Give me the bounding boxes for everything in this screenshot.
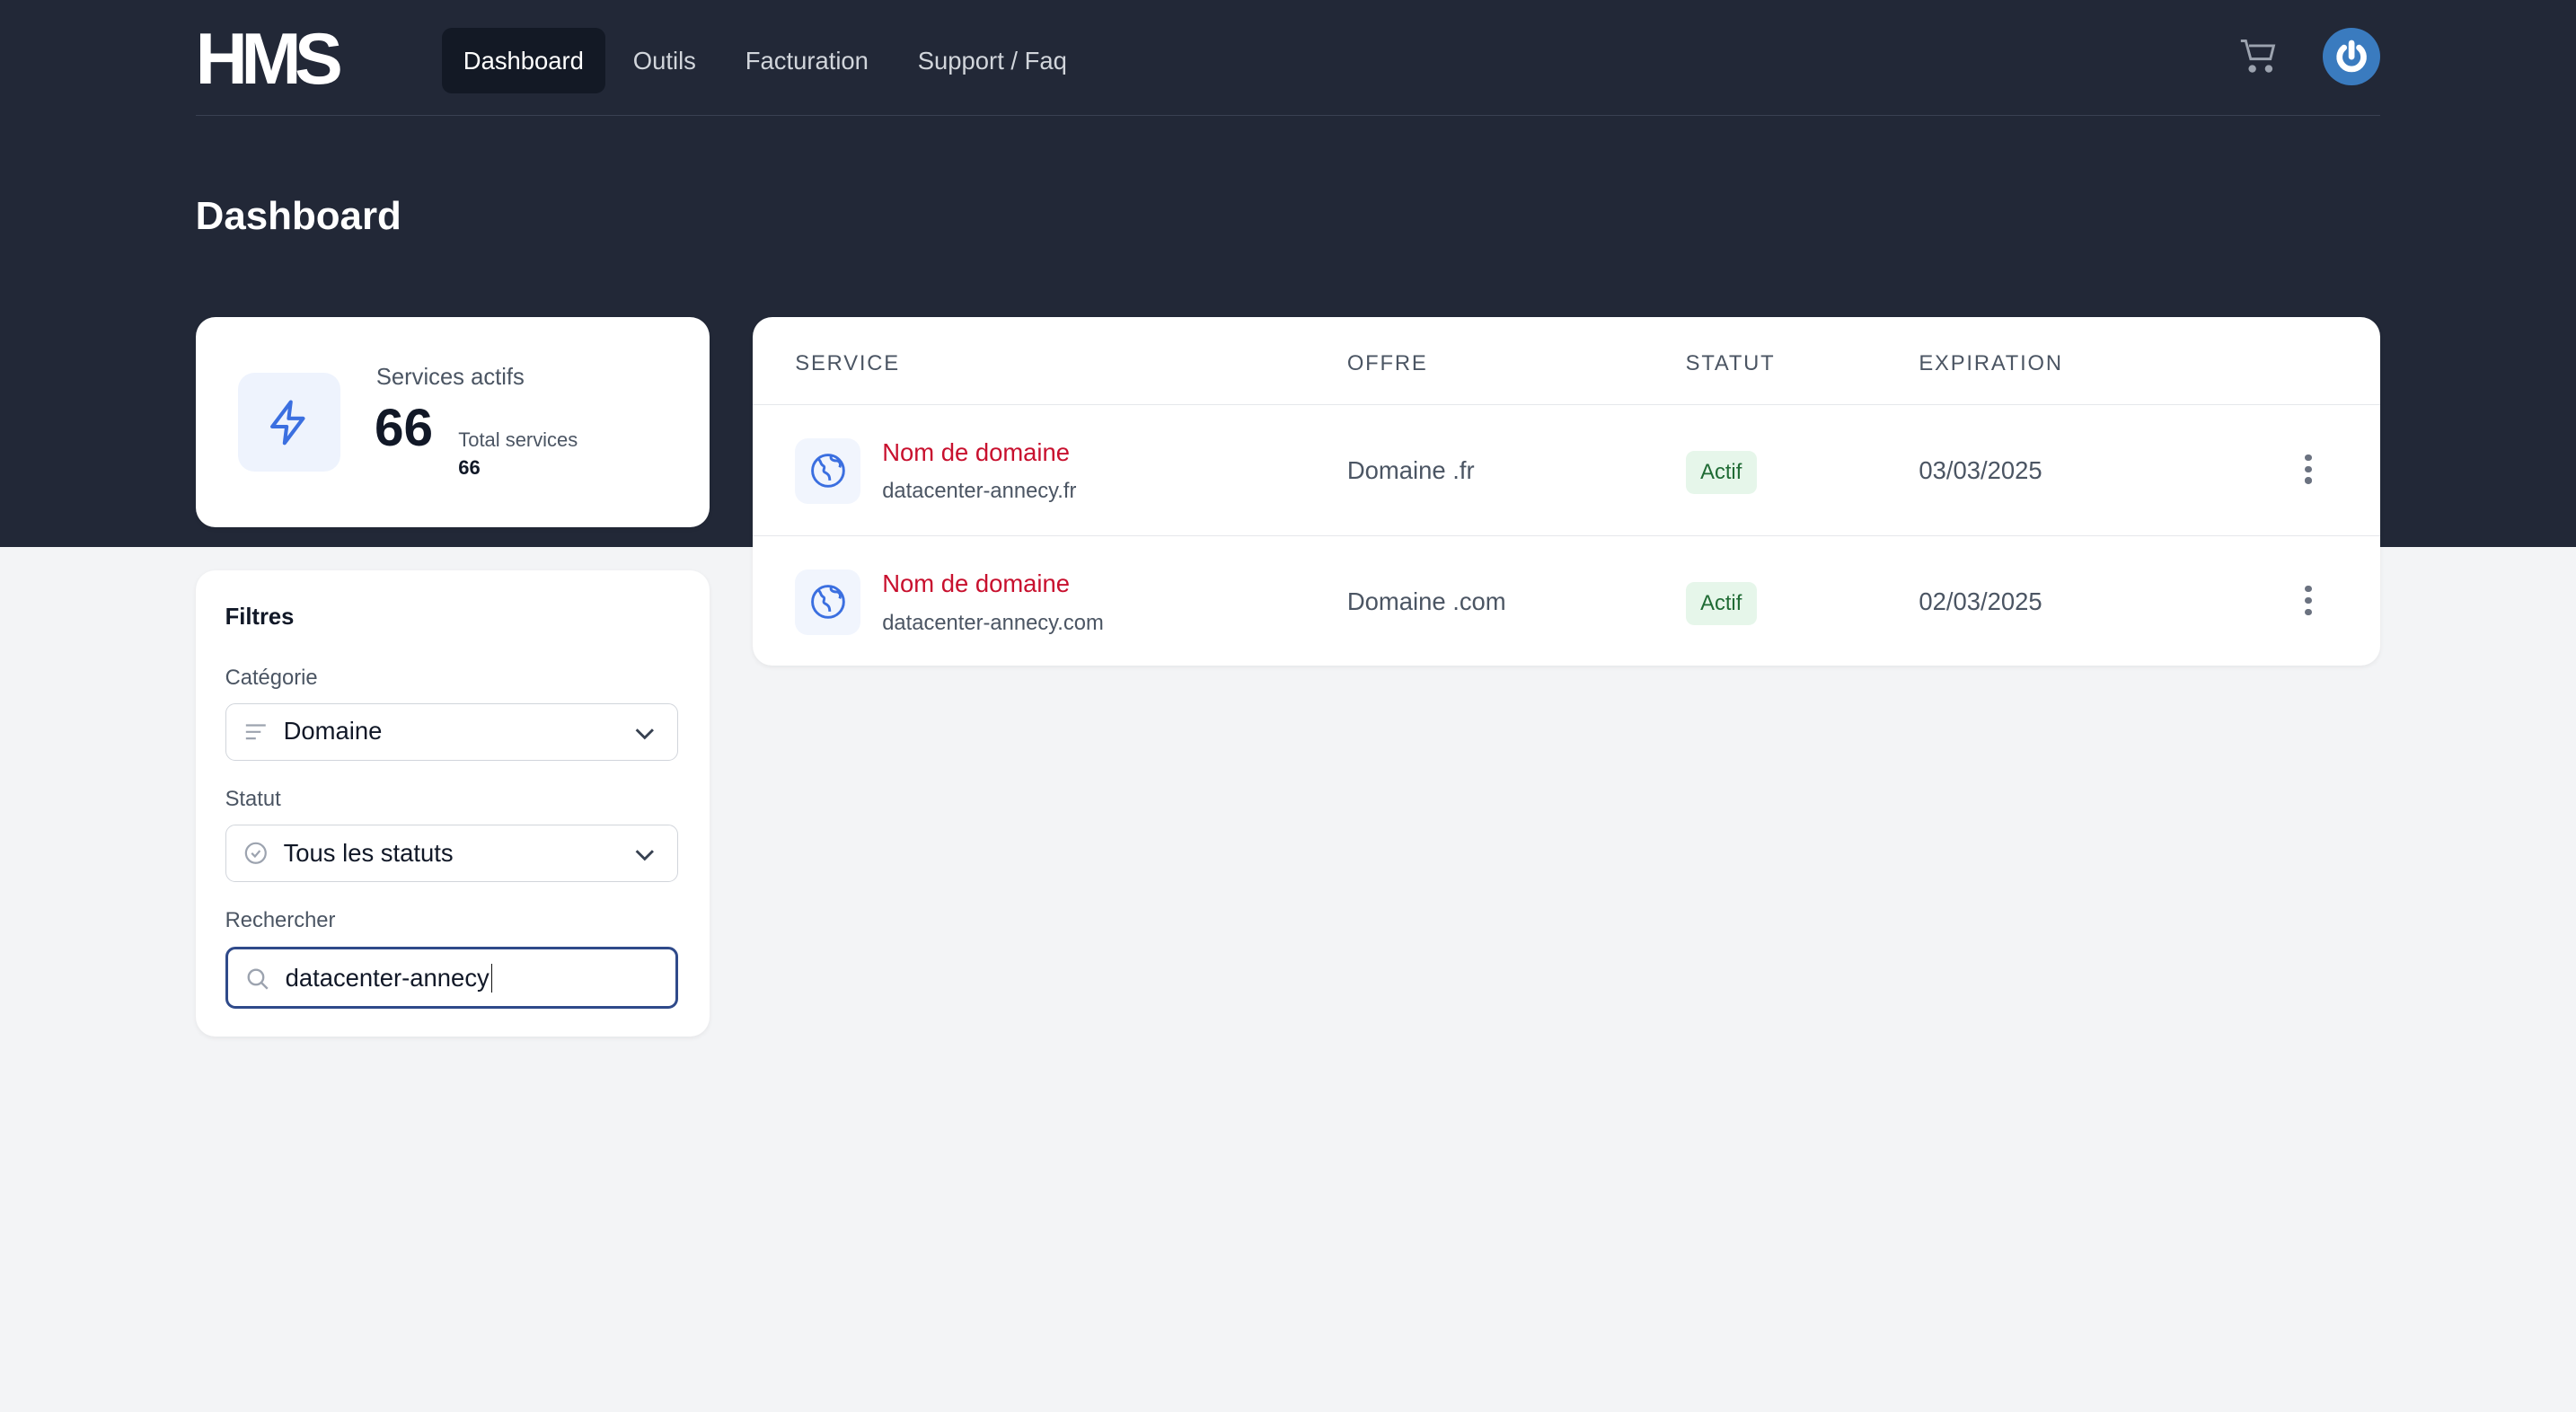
offer: Domaine .fr (1346, 455, 1475, 484)
chevron-down-icon (633, 843, 657, 874)
search-label: Rechercher (225, 908, 336, 933)
search-value[interactable]: datacenter-annecy (286, 964, 492, 993)
total-value: 66 (458, 456, 481, 480)
search-icon (246, 967, 269, 998)
services-stat-card: Services actifs 66 Total services 66 (195, 317, 710, 528)
top-nav: HMS Dashboard Outils Facturation Support… (195, 0, 2381, 117)
category-label: Catégorie (225, 665, 318, 690)
status-select[interactable]: Tous les statuts (225, 825, 679, 883)
check-circle-icon (244, 842, 268, 872)
expiration: 03/03/2025 (1919, 455, 2042, 484)
stat-value: 66 (375, 398, 434, 457)
status-badge: Actif (1685, 451, 1757, 494)
stat-label: Services actifs (375, 365, 525, 391)
filters-card: Filtres Catégorie Domaine Statut Tous le… (195, 569, 710, 1037)
power-icon[interactable] (2323, 28, 2381, 86)
offer: Domaine .com (1346, 587, 1506, 615)
search-input[interactable]: datacenter-annecy (225, 946, 679, 1010)
category-value: Domaine (283, 717, 383, 746)
logo[interactable]: HMS (195, 18, 343, 100)
header-statut: STATUT (1685, 351, 1776, 376)
status-value: Tous les statuts (283, 838, 454, 867)
nav-support-faq[interactable]: Support / Faq (917, 47, 1067, 75)
service-domain: datacenter-annecy.fr (882, 479, 1077, 504)
status-label: Statut (225, 787, 281, 812)
nav-dashboard[interactable]: Dashboard (442, 28, 605, 94)
table-row[interactable]: Nom de domaine datacenter-annecy.fr Doma… (752, 403, 2381, 534)
status-badge: Actif (1685, 582, 1757, 626)
header-expiration: EXPIRATION (1919, 351, 2063, 376)
total-label: Total services (458, 428, 578, 452)
lightning-icon (238, 373, 340, 472)
globe-icon (795, 437, 861, 504)
service-name[interactable]: Nom de domaine (882, 569, 1071, 597)
page-title: Dashboard (195, 193, 401, 238)
category-select[interactable]: Domaine (225, 702, 679, 761)
header-offre: OFFRE (1346, 351, 1428, 376)
expiration: 02/03/2025 (1919, 587, 2042, 615)
services-table: SERVICE OFFRE STATUT EXPIRATION Nom de d… (752, 317, 2381, 666)
service-domain: datacenter-annecy.com (882, 610, 1104, 635)
table-row[interactable]: Nom de domaine datacenter-annecy.com Dom… (752, 535, 2381, 666)
more-vertical-icon[interactable] (2297, 586, 2320, 619)
globe-icon (795, 569, 861, 636)
nav-outils[interactable]: Outils (632, 47, 696, 75)
service-name[interactable]: Nom de domaine (882, 437, 1071, 466)
filters-title: Filtres (225, 605, 295, 631)
nav-facturation[interactable]: Facturation (745, 47, 869, 75)
more-vertical-icon[interactable] (2297, 454, 2320, 488)
chevron-down-icon (633, 722, 657, 753)
cart-icon[interactable] (2239, 36, 2279, 83)
list-icon (244, 720, 268, 751)
header-service: SERVICE (795, 351, 900, 376)
